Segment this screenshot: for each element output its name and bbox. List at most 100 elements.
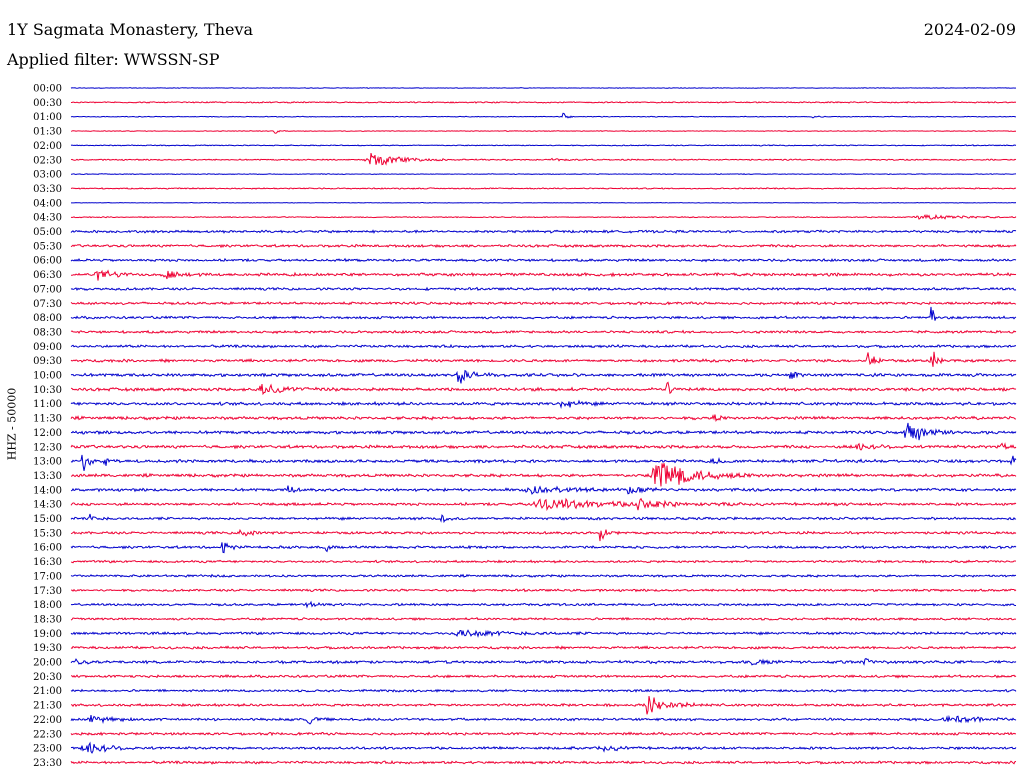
trace-1330 <box>70 463 1017 487</box>
row-label-0200: 02:00 <box>33 141 62 152</box>
trace-1000 <box>70 369 1017 384</box>
trace-1600 <box>70 542 1017 554</box>
row-label-2000: 20:00 <box>33 658 62 669</box>
row-label-1500: 15:00 <box>33 514 62 525</box>
trace-2030 <box>70 674 1017 679</box>
row-label-0500: 05:00 <box>33 227 62 238</box>
trace-0000 <box>70 87 1017 89</box>
trace-1430 <box>70 497 1017 512</box>
row-label-0130: 01:30 <box>33 127 62 138</box>
trace-0230 <box>70 152 1017 166</box>
row-label-0300: 03:00 <box>33 170 62 181</box>
trace-0300 <box>70 173 1017 176</box>
trace-1630 <box>70 559 1017 564</box>
row-label-1930: 19:30 <box>33 643 62 654</box>
row-label-1530: 15:30 <box>33 528 62 539</box>
trace-1300 <box>70 454 1017 471</box>
row-label-0630: 06:30 <box>33 270 62 281</box>
trace-1400 <box>70 485 1017 495</box>
trace-1130 <box>70 414 1017 422</box>
row-label-2200: 22:00 <box>33 715 62 726</box>
trace-1930 <box>70 645 1017 651</box>
row-label-1700: 17:00 <box>33 571 62 582</box>
trace-0800 <box>70 306 1017 321</box>
trace-1800 <box>70 600 1017 609</box>
station-title: 1Y Sagmata Monastery, Theva <box>7 20 254 39</box>
trace-1030 <box>70 381 1017 396</box>
row-label-1600: 16:00 <box>33 543 62 554</box>
row-label-1000: 10:00 <box>33 371 62 382</box>
row-label-1130: 11:30 <box>33 414 62 425</box>
trace-1230 <box>70 442 1017 451</box>
trace-2100 <box>70 688 1017 693</box>
row-label-1300: 13:00 <box>33 457 62 468</box>
row-label-2230: 22:30 <box>33 729 62 740</box>
date-label: 2024-02-09 <box>923 20 1016 39</box>
row-label-0030: 00:30 <box>33 98 62 109</box>
trace-1500 <box>70 513 1017 524</box>
row-label-1030: 10:30 <box>33 385 62 396</box>
trace-0130 <box>70 130 1017 134</box>
row-label-0400: 04:00 <box>33 198 62 209</box>
trace-0030 <box>70 101 1017 104</box>
trace-0930 <box>70 351 1017 367</box>
trace-2000 <box>70 657 1017 666</box>
row-label-2330: 23:30 <box>33 758 62 769</box>
row-label-0330: 03:30 <box>33 184 62 195</box>
row-label-0600: 06:00 <box>33 256 62 267</box>
trace-0530 <box>70 243 1017 249</box>
trace-0630 <box>70 269 1017 281</box>
trace-1100 <box>70 399 1017 409</box>
trace-2300 <box>70 741 1017 754</box>
trace-1830 <box>70 616 1017 622</box>
row-label-1430: 14:30 <box>33 500 62 511</box>
row-label-2100: 21:00 <box>33 686 62 697</box>
trace-2330 <box>70 760 1017 765</box>
row-label-1800: 18:00 <box>33 600 62 611</box>
row-label-1830: 18:30 <box>33 614 62 625</box>
trace-1730 <box>70 588 1017 593</box>
trace-0500 <box>70 229 1017 234</box>
trace-0730 <box>70 300 1017 306</box>
filter-label: Applied filter: WWSSN-SP <box>7 50 220 69</box>
trace-1530 <box>70 528 1017 542</box>
row-label-0830: 08:30 <box>33 327 62 338</box>
row-label-1230: 12:30 <box>33 442 62 453</box>
trace-0600 <box>70 257 1017 263</box>
row-label-0230: 02:30 <box>33 155 62 166</box>
trace-0100 <box>70 112 1017 119</box>
row-label-1400: 14:00 <box>33 485 62 496</box>
row-label-0100: 01:00 <box>33 112 62 123</box>
trace-0900 <box>70 343 1017 349</box>
row-label-0900: 09:00 <box>33 342 62 353</box>
trace-1200 <box>70 422 1017 441</box>
row-label-1200: 12:00 <box>33 428 62 439</box>
row-label-0530: 05:30 <box>33 241 62 252</box>
trace-0200 <box>70 144 1017 147</box>
trace-0830 <box>70 329 1017 335</box>
row-label-1900: 19:00 <box>33 629 62 640</box>
row-label-1100: 11:00 <box>33 399 62 410</box>
row-label-2130: 21:30 <box>33 701 62 712</box>
trace-2200 <box>70 714 1017 725</box>
trace-0700 <box>70 286 1017 292</box>
trace-1700 <box>70 573 1017 579</box>
trace-1900 <box>70 629 1017 638</box>
row-label-0930: 09:30 <box>33 356 62 367</box>
row-label-0730: 07:30 <box>33 299 62 310</box>
row-label-1730: 17:30 <box>33 586 62 597</box>
trace-2130 <box>70 695 1017 715</box>
trace-0400 <box>70 202 1017 204</box>
row-label-2030: 20:30 <box>33 672 62 683</box>
trace-2230 <box>70 731 1017 737</box>
trace-0330 <box>70 187 1017 190</box>
row-label-0430: 04:30 <box>33 213 62 224</box>
row-label-1630: 16:30 <box>33 557 62 568</box>
row-label-0800: 08:00 <box>33 313 62 324</box>
trace-0430 <box>70 214 1017 220</box>
row-label-0700: 07:00 <box>33 284 62 295</box>
row-label-2300: 23:00 <box>33 744 62 755</box>
row-label-1330: 13:30 <box>33 471 62 482</box>
row-label-0000: 00:00 <box>33 84 62 95</box>
